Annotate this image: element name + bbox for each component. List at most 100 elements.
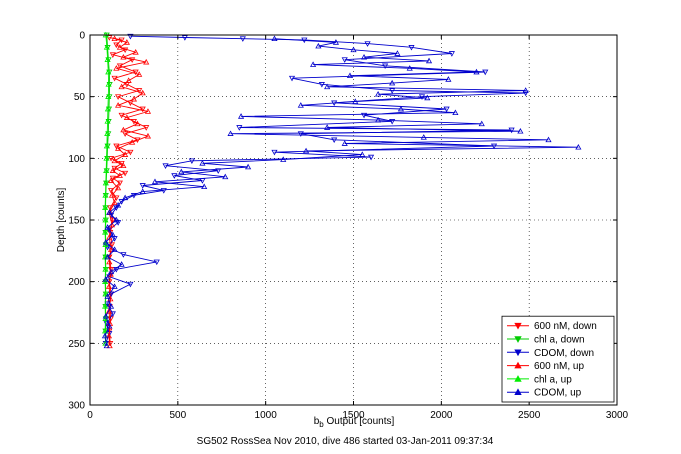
- series-5-point: [397, 105, 405, 112]
- axis-ticks: 0 500 1000 1500 2000 2500 3000 0 50 100 150 200 250 3…: [68, 31, 628, 422]
- series-3-point: [111, 199, 118, 206]
- y-tick-label: 200: [68, 277, 85, 288]
- series-3-point: [125, 77, 132, 83]
- x-tick-label: 3000: [606, 410, 629, 421]
- series-4-point: [102, 303, 109, 309]
- series-4-point: [102, 290, 109, 297]
- series-5-point: [201, 183, 208, 190]
- series-2-point: [120, 252, 127, 258]
- series-4-point: [102, 204, 109, 210]
- series-4-point: [104, 105, 111, 112]
- series-5-point: [473, 68, 480, 75]
- series-2-point: [360, 112, 368, 119]
- y-tick-label: 50: [74, 92, 86, 103]
- series-4-point: [102, 229, 109, 235]
- plot-area: [101, 31, 582, 349]
- series-3-point: [105, 283, 113, 289]
- series-2-point: [288, 75, 296, 82]
- series-5-point: [545, 136, 552, 143]
- series-5-point: [394, 50, 401, 56]
- legend-label: CDOM, up: [534, 388, 582, 399]
- series-2-point: [522, 90, 529, 97]
- series-0-point: [116, 180, 123, 187]
- series-2-point: [127, 33, 134, 40]
- series-0-point: [109, 52, 116, 58]
- series-3-point: [105, 308, 113, 314]
- legend-box: [501, 315, 615, 403]
- series-5-point: [104, 224, 111, 230]
- series-3-point: [123, 39, 130, 45]
- series-2-point: [448, 51, 455, 57]
- series-5-point: [346, 72, 354, 79]
- series-5-point: [102, 238, 109, 245]
- series-5-point: [109, 231, 116, 238]
- legend: 600 nM, down chl a, down CDOM, down 600 nM,…: [501, 315, 615, 403]
- series-3-point: [144, 132, 152, 139]
- series-3-point: [113, 65, 120, 71]
- series-0-point: [107, 341, 114, 347]
- series-5-point: [315, 42, 322, 49]
- series-4-point: [103, 155, 110, 161]
- series-5-point: [118, 261, 125, 267]
- series-5-point: [375, 90, 382, 97]
- series-2-point: [297, 131, 304, 137]
- series-5-point: [280, 156, 287, 162]
- y-tick-label: 100: [68, 154, 85, 165]
- series-3-point: [136, 71, 143, 77]
- series-4: [102, 31, 112, 346]
- series-2-point: [482, 69, 489, 76]
- series-5-point: [102, 275, 109, 282]
- series-0-point: [127, 149, 134, 156]
- series-2-point: [162, 163, 169, 169]
- series-2-point: [160, 188, 167, 194]
- legend-label: chl a, down: [534, 335, 585, 346]
- series-3-point: [116, 172, 123, 178]
- series-4-point: [104, 56, 111, 62]
- x-tick-label: 2000: [430, 410, 453, 421]
- series-5-point: [332, 39, 340, 45]
- legend-label: 600 nM, down: [534, 321, 597, 332]
- series-5-point: [106, 209, 113, 215]
- legend-marker: [514, 336, 522, 343]
- series-2-point: [418, 94, 426, 100]
- series-5-point: [113, 216, 120, 223]
- series-0-point: [113, 42, 120, 49]
- series-2-point: [109, 311, 116, 317]
- series-3-point: [116, 44, 123, 50]
- series-4-point: [104, 118, 111, 124]
- series-0-point: [111, 165, 118, 172]
- series-3: [105, 35, 152, 349]
- series-2-point: [113, 267, 120, 273]
- series-3-point: [120, 162, 127, 169]
- series-3-point: [118, 83, 125, 90]
- series-2-point: [443, 106, 450, 113]
- x-axis-label: bb Output [counts]: [314, 416, 395, 429]
- series-3-point: [132, 49, 139, 55]
- series-2-point: [181, 35, 188, 41]
- y-tick-label: 150: [68, 216, 85, 227]
- series-2-line: [105, 35, 526, 344]
- series-5-point: [199, 160, 206, 166]
- legend-marker: [514, 388, 522, 396]
- series-5-point: [139, 188, 146, 194]
- series-5-point: [517, 127, 524, 134]
- series-4-point: [103, 167, 110, 173]
- series-5-point: [324, 124, 331, 130]
- series-5-point: [406, 65, 413, 71]
- series-3-point: [122, 151, 129, 157]
- chart-caption: SG502 RossSea Nov 2010, dive 486 started…: [197, 436, 494, 447]
- series-4-point: [105, 93, 112, 99]
- series-5-point: [575, 144, 582, 150]
- series-0-point: [108, 156, 115, 162]
- series-2-point: [389, 88, 396, 94]
- series-0-point: [122, 47, 129, 54]
- series-0-point: [106, 35, 113, 41]
- series-0-point: [130, 119, 137, 125]
- series-4-point: [102, 216, 109, 223]
- legend-label: 600 nM, up: [534, 361, 584, 372]
- series-3-line: [108, 38, 150, 346]
- series-3-point: [115, 102, 122, 108]
- series-2-point: [318, 82, 325, 88]
- series-2-point: [236, 125, 243, 131]
- series-3-point: [106, 258, 113, 265]
